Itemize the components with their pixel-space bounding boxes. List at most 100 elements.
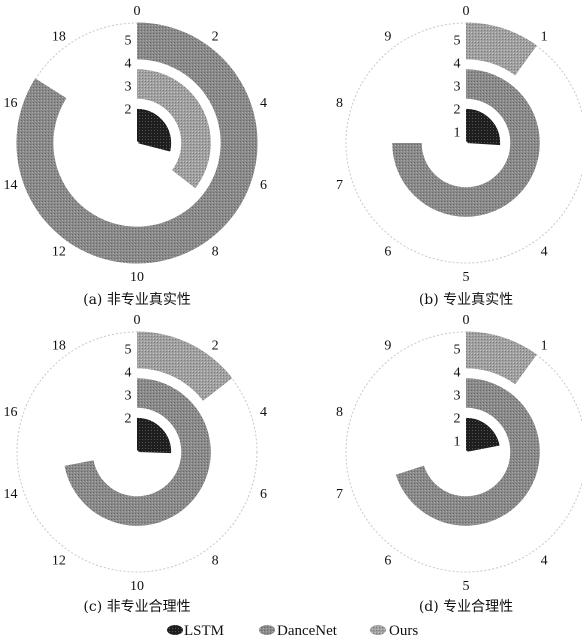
r-tick-d-0: 1 bbox=[454, 435, 461, 450]
legend: LSTM DanceNet Ours bbox=[167, 623, 418, 639]
theta-tick-b-0: 0 bbox=[463, 4, 470, 19]
bar-lstm-a bbox=[137, 108, 172, 152]
r-tick-c-2: 4 bbox=[125, 366, 132, 381]
r-tick-a-2: 4 bbox=[125, 57, 132, 72]
bar-ours-a bbox=[137, 69, 211, 189]
r-tick-d-3: 4 bbox=[454, 366, 461, 381]
legend-item-dancenet: DanceNet bbox=[259, 623, 338, 639]
bar-ours-b bbox=[466, 22, 537, 76]
theta-tick-a-0: 0 bbox=[134, 4, 141, 19]
caption-c: (c) 非专业合理性 bbox=[83, 599, 190, 615]
theta-tick-b-7: 7 bbox=[336, 178, 343, 193]
theta-tick-a-4: 8 bbox=[212, 245, 219, 260]
theta-tick-c-8: 16 bbox=[4, 405, 18, 420]
legend-item-lstm: LSTM bbox=[167, 623, 224, 639]
r-tick-b-4: 5 bbox=[454, 34, 461, 49]
theta-tick-d-0: 0 bbox=[463, 313, 470, 328]
legend-swatch-ours bbox=[370, 625, 386, 635]
legend-swatch-lstm bbox=[167, 625, 183, 635]
separator-ring-c-0 bbox=[98, 413, 176, 491]
theta-tick-b-5: 5 bbox=[463, 270, 470, 285]
center-dot-b bbox=[464, 141, 468, 145]
theta-tick-c-5: 10 bbox=[130, 579, 144, 594]
separator-ring-c-1 bbox=[94, 409, 180, 495]
theta-tick-c-2: 4 bbox=[260, 405, 267, 420]
theta-tick-c-1: 2 bbox=[212, 338, 219, 353]
bar-lstm-d bbox=[466, 417, 500, 452]
theta-tick-b-6: 6 bbox=[384, 245, 391, 260]
theta-tick-b-1: 1 bbox=[541, 29, 548, 44]
polar-chart-c: 0 2 4 6 8 10 12 14 16 18 2 3 4 5 bbox=[4, 313, 267, 594]
center-dot-d bbox=[464, 450, 468, 454]
bar-lstm-b bbox=[466, 108, 501, 146]
r-tick-c-0: 2 bbox=[125, 412, 132, 427]
bar-dancenet-a bbox=[16, 22, 258, 264]
r-tick-c-3: 5 bbox=[125, 343, 132, 358]
center-dot-a bbox=[135, 141, 139, 145]
theta-tick-d-9: 9 bbox=[384, 338, 391, 353]
bar-dancenet-c bbox=[64, 378, 211, 526]
legend-swatch-dancenet bbox=[259, 625, 275, 635]
theta-tick-a-5: 10 bbox=[130, 270, 144, 285]
theta-tick-c-0: 0 bbox=[134, 313, 141, 328]
separator-ring-a-0 bbox=[98, 104, 176, 182]
separator-ring-b-2 bbox=[383, 60, 549, 226]
theta-tick-d-4: 4 bbox=[541, 554, 548, 569]
theta-tick-c-4: 8 bbox=[212, 554, 219, 569]
separator-ring-b-0 bbox=[427, 104, 505, 182]
r-tick-a-3: 5 bbox=[125, 34, 132, 49]
bar-lstm-c bbox=[137, 417, 172, 454]
r-tick-d-4: 5 bbox=[454, 343, 461, 358]
r-tick-d-1: 2 bbox=[454, 412, 461, 427]
r-tick-b-1: 2 bbox=[454, 103, 461, 118]
theta-tick-c-6: 12 bbox=[52, 554, 66, 569]
polar-chart-a: 0 2 4 6 8 10 12 14 16 18 2 3 4 5 bbox=[4, 4, 267, 285]
radial-label-gap-c bbox=[121, 346, 135, 442]
theta-tick-a-2: 4 bbox=[260, 96, 267, 111]
caption-a: (a) 非专业真实性 bbox=[83, 292, 191, 308]
legend-label-lstm: LSTM bbox=[184, 623, 224, 639]
legend-item-ours: Ours bbox=[370, 623, 418, 639]
bar-dancenet-b bbox=[392, 69, 540, 217]
theta-tick-b-4: 4 bbox=[541, 245, 548, 260]
theta-tick-c-3: 6 bbox=[260, 487, 267, 502]
legend-label-ours: Ours bbox=[389, 623, 418, 639]
theta-tick-d-1: 1 bbox=[541, 338, 548, 353]
theta-tick-b-8: 8 bbox=[336, 96, 343, 111]
theta-tick-a-8: 16 bbox=[4, 96, 18, 111]
radial-label-gap-d bbox=[450, 346, 464, 442]
separator-ring-d-2 bbox=[383, 369, 549, 535]
theta-tick-d-5: 5 bbox=[463, 579, 470, 594]
theta-tick-a-1: 2 bbox=[212, 29, 219, 44]
theta-tick-a-3: 6 bbox=[260, 178, 267, 193]
theta-tick-a-7: 14 bbox=[4, 178, 18, 193]
separator-ring-d-0 bbox=[427, 413, 505, 491]
r-tick-d-2: 3 bbox=[454, 389, 461, 404]
r-tick-b-3: 4 bbox=[454, 57, 461, 72]
theta-tick-d-6: 6 bbox=[384, 554, 391, 569]
theta-tick-d-7: 7 bbox=[336, 487, 343, 502]
bar-dancenet-d bbox=[395, 378, 540, 526]
caption-d: (d) 专业合理性 bbox=[419, 599, 513, 615]
bar-ours-c bbox=[137, 331, 233, 401]
theta-tick-b-9: 9 bbox=[384, 29, 391, 44]
theta-tick-c-9: 18 bbox=[52, 338, 66, 353]
radial-label-gap-b bbox=[450, 37, 464, 133]
separator-ring-a-2 bbox=[54, 60, 220, 226]
polar-chart-b: 012345678912345 bbox=[336, 4, 582, 285]
theta-tick-a-9: 18 bbox=[52, 29, 66, 44]
separator-ring-c-2 bbox=[54, 369, 220, 535]
r-tick-c-1: 3 bbox=[125, 389, 132, 404]
r-tick-a-1: 3 bbox=[125, 80, 132, 95]
radial-label-gap-a bbox=[121, 37, 135, 133]
r-tick-b-0: 1 bbox=[454, 126, 461, 141]
separator-ring-d-1 bbox=[423, 409, 509, 495]
r-tick-a-0: 2 bbox=[125, 103, 132, 118]
caption-b: (b) 专业真实性 bbox=[419, 292, 513, 308]
theta-tick-a-6: 12 bbox=[52, 245, 66, 260]
center-dot-c bbox=[135, 450, 139, 454]
theta-tick-c-7: 14 bbox=[4, 487, 18, 502]
theta-tick-d-8: 8 bbox=[336, 405, 343, 420]
bar-ours-d bbox=[466, 331, 537, 385]
